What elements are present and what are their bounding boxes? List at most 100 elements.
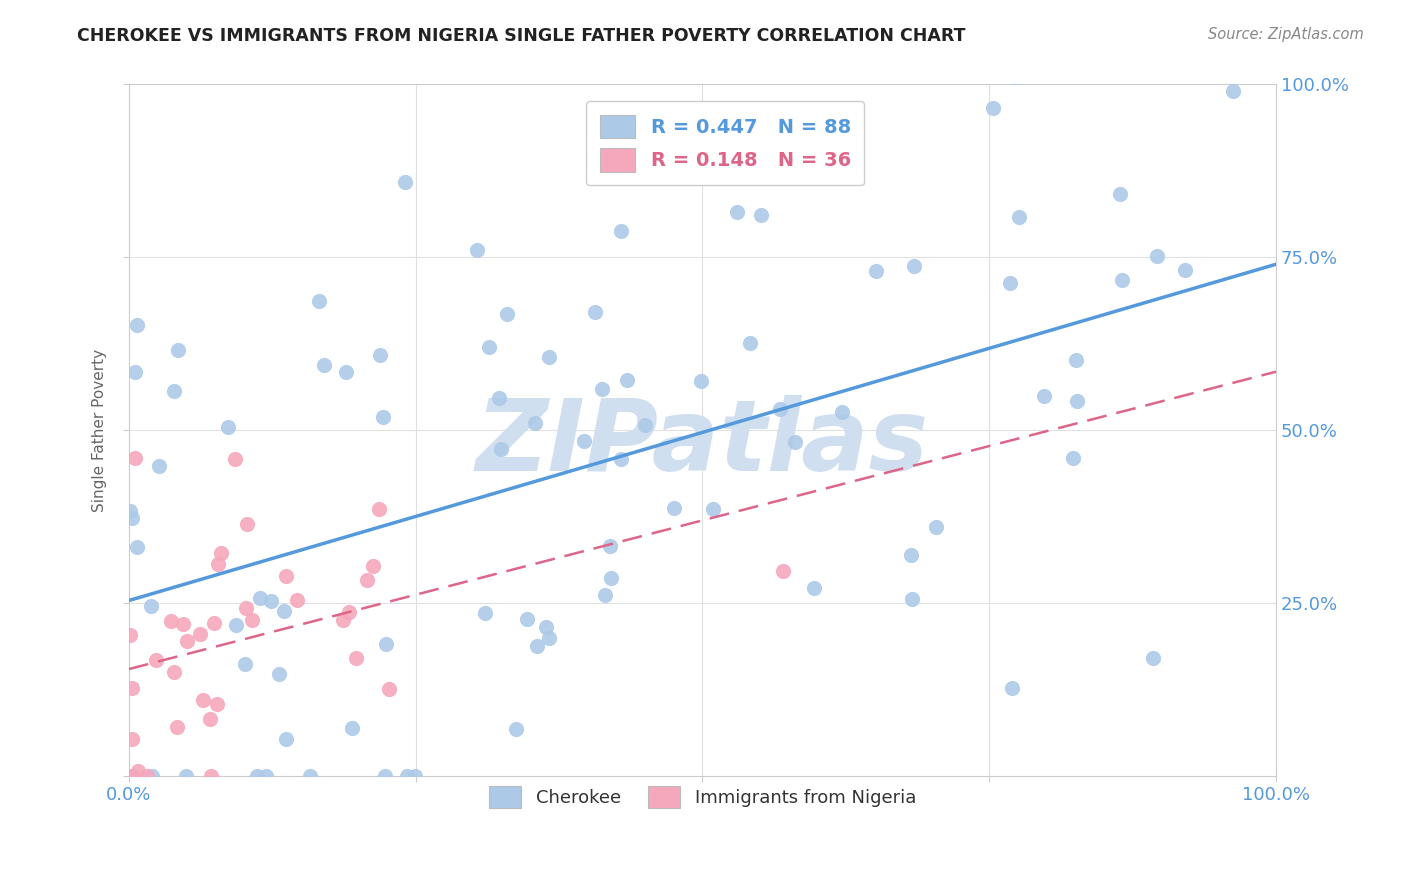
Point	[690, 374, 713, 388]
Point	[488, 392, 510, 406]
Point	[285, 592, 308, 607]
Point	[998, 276, 1021, 290]
Point	[925, 520, 948, 534]
Point	[634, 417, 657, 432]
Point	[312, 358, 335, 372]
Point	[523, 416, 546, 430]
Point	[139, 599, 162, 614]
Point	[160, 615, 183, 629]
Point	[373, 409, 395, 424]
Point	[1222, 84, 1244, 98]
Point	[526, 639, 548, 653]
Point	[1111, 273, 1133, 287]
Point	[122, 768, 145, 782]
Point	[404, 768, 426, 782]
Y-axis label: Single Father Poverty: Single Father Poverty	[93, 349, 107, 511]
Point	[1123, 43, 1146, 57]
Point	[209, 545, 232, 559]
Point	[599, 539, 621, 553]
Point	[240, 613, 263, 627]
Point	[749, 208, 772, 222]
Point	[118, 768, 141, 782]
Point	[378, 682, 401, 697]
Point	[395, 768, 418, 782]
Point	[478, 340, 501, 354]
Point	[217, 420, 239, 434]
Point	[332, 613, 354, 627]
Point	[725, 205, 748, 219]
Point	[662, 500, 685, 515]
Point	[1004, 70, 1026, 85]
Point	[235, 517, 257, 532]
Point	[831, 405, 853, 419]
Point	[474, 607, 496, 621]
Point	[593, 589, 616, 603]
Point	[1066, 393, 1088, 408]
Point	[127, 764, 149, 778]
Point	[738, 335, 761, 350]
Point	[702, 502, 724, 516]
Text: Source: ZipAtlas.com: Source: ZipAtlas.com	[1208, 27, 1364, 42]
Point	[166, 720, 188, 734]
Point	[394, 175, 416, 189]
Point	[785, 435, 807, 450]
Point	[342, 722, 364, 736]
Point	[865, 263, 887, 277]
Point	[162, 384, 184, 398]
Point	[235, 601, 257, 615]
Point	[246, 768, 269, 782]
Point	[118, 504, 141, 518]
Point	[207, 558, 229, 572]
Point	[505, 722, 527, 736]
Point	[224, 451, 246, 466]
Point	[1146, 249, 1168, 263]
Point	[174, 768, 197, 782]
Point	[191, 693, 214, 707]
Point	[121, 511, 143, 525]
Point	[205, 698, 228, 712]
Point	[225, 617, 247, 632]
Point	[495, 307, 517, 321]
Point	[903, 259, 925, 273]
Point	[1001, 681, 1024, 695]
Point	[120, 628, 142, 642]
Point	[337, 605, 360, 619]
Text: ZIPatlas: ZIPatlas	[475, 395, 929, 492]
Point	[276, 569, 298, 583]
Point	[900, 548, 922, 562]
Point	[599, 571, 621, 585]
Point	[516, 612, 538, 626]
Point	[537, 350, 560, 364]
Point	[141, 768, 163, 782]
Point	[591, 382, 613, 396]
Point	[583, 305, 606, 319]
Point	[124, 450, 146, 465]
Point	[465, 244, 488, 258]
Point	[1064, 353, 1087, 368]
Point	[273, 604, 295, 618]
Point	[121, 731, 143, 746]
Point	[136, 768, 159, 782]
Point	[200, 768, 222, 782]
Point	[122, 768, 145, 782]
Point	[121, 681, 143, 696]
Point	[368, 348, 391, 362]
Point	[374, 637, 396, 651]
Point	[254, 768, 277, 782]
Legend: Cherokee, Immigrants from Nigeria: Cherokee, Immigrants from Nigeria	[481, 779, 924, 815]
Point	[176, 633, 198, 648]
Point	[374, 768, 396, 782]
Point	[356, 573, 378, 587]
Point	[616, 373, 638, 387]
Point	[308, 293, 330, 308]
Point	[202, 615, 225, 630]
Point	[127, 318, 149, 333]
Point	[125, 541, 148, 555]
Point	[772, 565, 794, 579]
Point	[1109, 187, 1132, 202]
Point	[769, 401, 792, 416]
Point	[198, 712, 221, 726]
Point	[536, 620, 558, 634]
Point	[188, 627, 211, 641]
Point	[163, 665, 186, 679]
